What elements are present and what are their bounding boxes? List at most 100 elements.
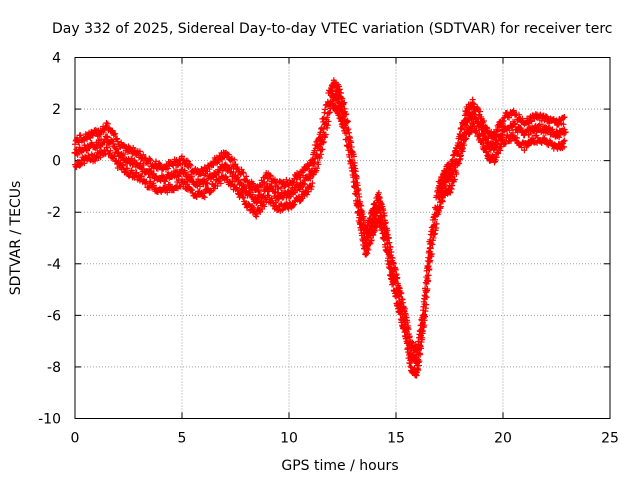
band-marker [281, 183, 288, 190]
band-marker [233, 165, 240, 172]
band-marker [100, 129, 107, 136]
band-marker [502, 140, 509, 147]
band-marker [423, 294, 430, 301]
band-marker [453, 170, 460, 177]
data-points [71, 77, 569, 379]
band-marker [549, 126, 556, 133]
band-marker [206, 166, 213, 173]
band-marker [560, 121, 567, 128]
band-marker [439, 198, 446, 205]
band-marker [561, 114, 568, 121]
band-marker [493, 154, 500, 161]
band-marker [104, 144, 111, 151]
band-marker [336, 86, 343, 93]
data-point-52 [531, 123, 539, 131]
data-point-8 [157, 175, 165, 183]
data-point-12 [199, 180, 207, 188]
band-marker [512, 112, 519, 119]
band-marker [112, 130, 119, 137]
band-marker [536, 121, 543, 128]
data-point-50 [510, 121, 518, 129]
data-point-9 [167, 172, 175, 180]
x-tick-label: 10 [280, 431, 298, 447]
data-point-49 [499, 126, 507, 134]
band-marker [326, 110, 333, 117]
band-marker [382, 219, 389, 226]
band-marker [204, 179, 211, 186]
data-point-0 [71, 149, 79, 157]
band-marker [255, 188, 262, 195]
band-marker [243, 173, 250, 180]
plot-frame [74, 57, 611, 419]
band-marker [239, 191, 246, 198]
band-marker [336, 83, 343, 90]
data-point-15 [232, 172, 239, 180]
band-marker [250, 204, 257, 211]
data-point-3 [103, 133, 111, 141]
band-marker [423, 288, 430, 295]
data-point-43 [456, 141, 464, 149]
band-marker [194, 182, 201, 189]
band-marker [105, 151, 112, 158]
band-marker [238, 166, 245, 173]
band-marker [394, 274, 401, 281]
band-marker [97, 154, 104, 161]
band-marker [433, 220, 440, 227]
band-marker [428, 250, 435, 257]
x-tick-label: 20 [494, 431, 512, 447]
band-marker [463, 135, 470, 142]
band-marker [460, 145, 467, 152]
band-marker [301, 192, 308, 199]
band-marker [316, 140, 323, 147]
band-marker [203, 165, 210, 172]
band-marker [234, 187, 241, 194]
band-marker [114, 138, 121, 145]
band-marker [77, 161, 84, 168]
y-tick-label: -10 [38, 412, 61, 428]
data-point-30 [368, 219, 376, 227]
data-point-54 [553, 131, 560, 139]
data-point-20 [285, 190, 293, 198]
band-marker [320, 126, 327, 133]
data-point-23 [317, 136, 325, 144]
band-marker [146, 156, 153, 163]
data-point-6 [135, 162, 143, 170]
band-marker [319, 146, 326, 153]
band-marker [415, 367, 422, 374]
data-point-35 [401, 317, 409, 325]
band-marker [120, 151, 127, 158]
band-marker [364, 250, 371, 257]
band-marker [189, 187, 196, 194]
data-point-48 [490, 144, 498, 152]
band-marker [121, 169, 128, 176]
data-point-4 [114, 149, 122, 157]
band-marker [291, 201, 298, 208]
band-marker [104, 120, 111, 127]
band-marker [316, 154, 323, 161]
band-marker [338, 90, 345, 97]
data-point-13 [210, 170, 218, 178]
band-marker [502, 113, 509, 120]
band-marker [279, 207, 286, 214]
band-marker [185, 158, 192, 165]
band-marker [237, 179, 244, 186]
band-marker [380, 207, 387, 214]
band-marker [500, 136, 506, 143]
band-marker [107, 147, 114, 154]
data-point-34 [394, 291, 402, 299]
band-marker [201, 164, 208, 171]
band-marker [324, 124, 331, 131]
band-marker [560, 138, 567, 145]
band-marker [240, 169, 247, 176]
band-marker [277, 185, 284, 192]
band-marker [85, 152, 92, 159]
band-marker [187, 162, 194, 169]
data-point-46 [478, 126, 486, 134]
y-tick-label: 4 [52, 51, 61, 67]
band-marker [290, 179, 297, 186]
band-marker [541, 117, 548, 124]
band-marker [222, 173, 229, 180]
data-point-22 [306, 172, 314, 180]
data-point-29 [362, 239, 370, 247]
